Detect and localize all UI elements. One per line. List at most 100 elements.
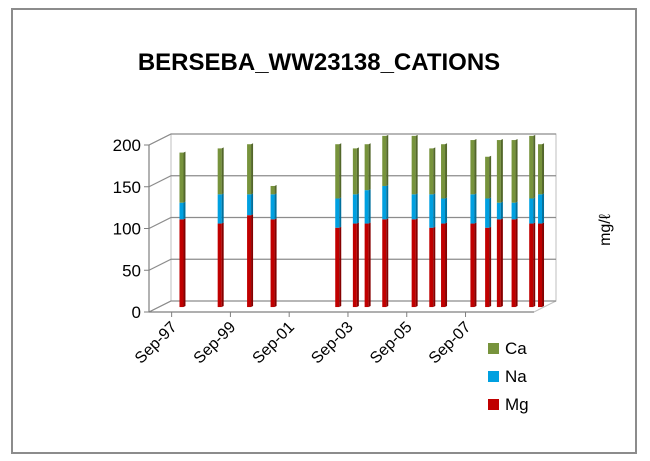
y-tick-label: 150 bbox=[113, 178, 141, 197]
bar-mg bbox=[411, 219, 416, 308]
bar-na bbox=[382, 185, 387, 220]
bar-side-mg bbox=[474, 222, 477, 308]
bar-side-na bbox=[368, 189, 371, 224]
bar-ca bbox=[364, 144, 369, 191]
bar-side-na bbox=[356, 193, 359, 224]
bar-ca bbox=[335, 144, 340, 199]
gridline bbox=[148, 300, 556, 313]
legend-label-ca: Ca bbox=[505, 339, 527, 358]
bar-ca bbox=[441, 144, 446, 199]
bar-mg bbox=[529, 223, 534, 308]
bar-mg bbox=[538, 223, 543, 308]
bar-side-na bbox=[274, 193, 277, 220]
bar-na bbox=[429, 194, 434, 228]
bar-side-na bbox=[515, 201, 518, 220]
bar-side-na bbox=[542, 193, 545, 224]
bar-na bbox=[411, 194, 416, 220]
bar-side-mg bbox=[433, 226, 436, 308]
bar-side-na bbox=[433, 193, 436, 228]
legend-swatch-na bbox=[488, 371, 499, 382]
gridline bbox=[148, 133, 556, 146]
bar-side-mg bbox=[251, 214, 254, 308]
bar-mg bbox=[179, 219, 184, 308]
x-tick-label: Sep-97 bbox=[132, 319, 181, 368]
bar-side-na bbox=[533, 197, 536, 224]
bar-ca bbox=[529, 135, 534, 199]
bar-ca bbox=[411, 135, 416, 195]
x-tick-label: Sep-03 bbox=[308, 319, 357, 368]
bar-ca bbox=[247, 144, 252, 195]
gridline bbox=[148, 216, 556, 230]
bar-side-na bbox=[445, 197, 448, 224]
bar-side-ca bbox=[489, 155, 492, 199]
bar-side-ca bbox=[515, 139, 518, 203]
x-tick-label: Sep-05 bbox=[367, 319, 416, 368]
bar-na bbox=[441, 198, 446, 224]
bar-side-mg bbox=[274, 218, 277, 308]
x-tick-label: Sep-99 bbox=[191, 319, 240, 368]
bar-side-ca bbox=[339, 143, 342, 199]
gridlines bbox=[148, 133, 556, 313]
bar-side-mg bbox=[445, 222, 448, 308]
bar-na bbox=[364, 190, 369, 224]
bar-mg bbox=[382, 219, 387, 308]
bar-na bbox=[538, 194, 543, 224]
bar-side-na bbox=[221, 193, 224, 224]
bar-side-mg bbox=[500, 218, 503, 308]
bar-mg bbox=[217, 223, 222, 308]
bar-side-ca bbox=[368, 143, 371, 191]
bar-side-mg bbox=[356, 222, 359, 308]
legend-label-mg: Mg bbox=[505, 395, 529, 414]
bar-na bbox=[179, 202, 184, 220]
bar-ca bbox=[179, 152, 184, 203]
bar-side-ca bbox=[474, 139, 477, 195]
y-tick-label: 50 bbox=[122, 261, 141, 280]
bar-na bbox=[470, 194, 475, 224]
bar-ca bbox=[496, 140, 501, 203]
bar-mg bbox=[335, 227, 340, 308]
x-tick-label: Sep-01 bbox=[250, 319, 299, 368]
bar-ca bbox=[538, 144, 543, 195]
bar-side-mg bbox=[415, 218, 418, 308]
bar-side-mg bbox=[221, 222, 224, 308]
bar-mg bbox=[496, 219, 501, 308]
bar-side-mg bbox=[515, 218, 518, 308]
bar-na bbox=[217, 194, 222, 224]
chart-frame: BERSEBA_WW23138_CATIONS 0 50 100 150 200 Sep… bbox=[11, 8, 637, 454]
y-axis-ticks: 0 50 100 150 200 bbox=[113, 136, 534, 322]
bar-side-ca bbox=[445, 143, 448, 199]
bar-mg bbox=[470, 223, 475, 308]
bar-ca bbox=[352, 148, 357, 195]
bar-side-mg bbox=[386, 218, 389, 308]
bar-side-ca bbox=[221, 147, 224, 195]
bar-side-na bbox=[251, 193, 254, 216]
bar-ca bbox=[511, 140, 516, 203]
bar-ca bbox=[429, 148, 434, 195]
bar-side-ca bbox=[183, 151, 186, 203]
bar-na bbox=[270, 194, 275, 220]
bar-side-mg bbox=[183, 218, 186, 308]
bar-side-ca bbox=[533, 134, 536, 199]
legend-label-na: Na bbox=[505, 367, 527, 386]
bar-mg bbox=[352, 223, 357, 308]
bar-na bbox=[496, 202, 501, 220]
gridline bbox=[148, 258, 556, 271]
x-tick-label: Sep-07 bbox=[426, 319, 475, 368]
bar-na bbox=[335, 198, 340, 228]
gridline bbox=[148, 175, 556, 188]
bars bbox=[179, 134, 545, 308]
bar-side-na bbox=[339, 197, 342, 228]
bar-side-ca bbox=[415, 134, 418, 195]
bar-side-na bbox=[474, 193, 477, 224]
bar-side-ca bbox=[500, 139, 503, 203]
bar-na bbox=[247, 194, 252, 216]
bar-mg bbox=[364, 223, 369, 308]
bar-side-mg bbox=[542, 222, 545, 308]
plot-walls bbox=[148, 133, 557, 313]
bar-ca bbox=[470, 140, 475, 195]
floor bbox=[148, 300, 557, 313]
bar-mg bbox=[485, 227, 490, 308]
bar-mg bbox=[247, 215, 252, 308]
bar-na bbox=[511, 202, 516, 220]
legend: Ca Na Mg bbox=[488, 339, 529, 414]
